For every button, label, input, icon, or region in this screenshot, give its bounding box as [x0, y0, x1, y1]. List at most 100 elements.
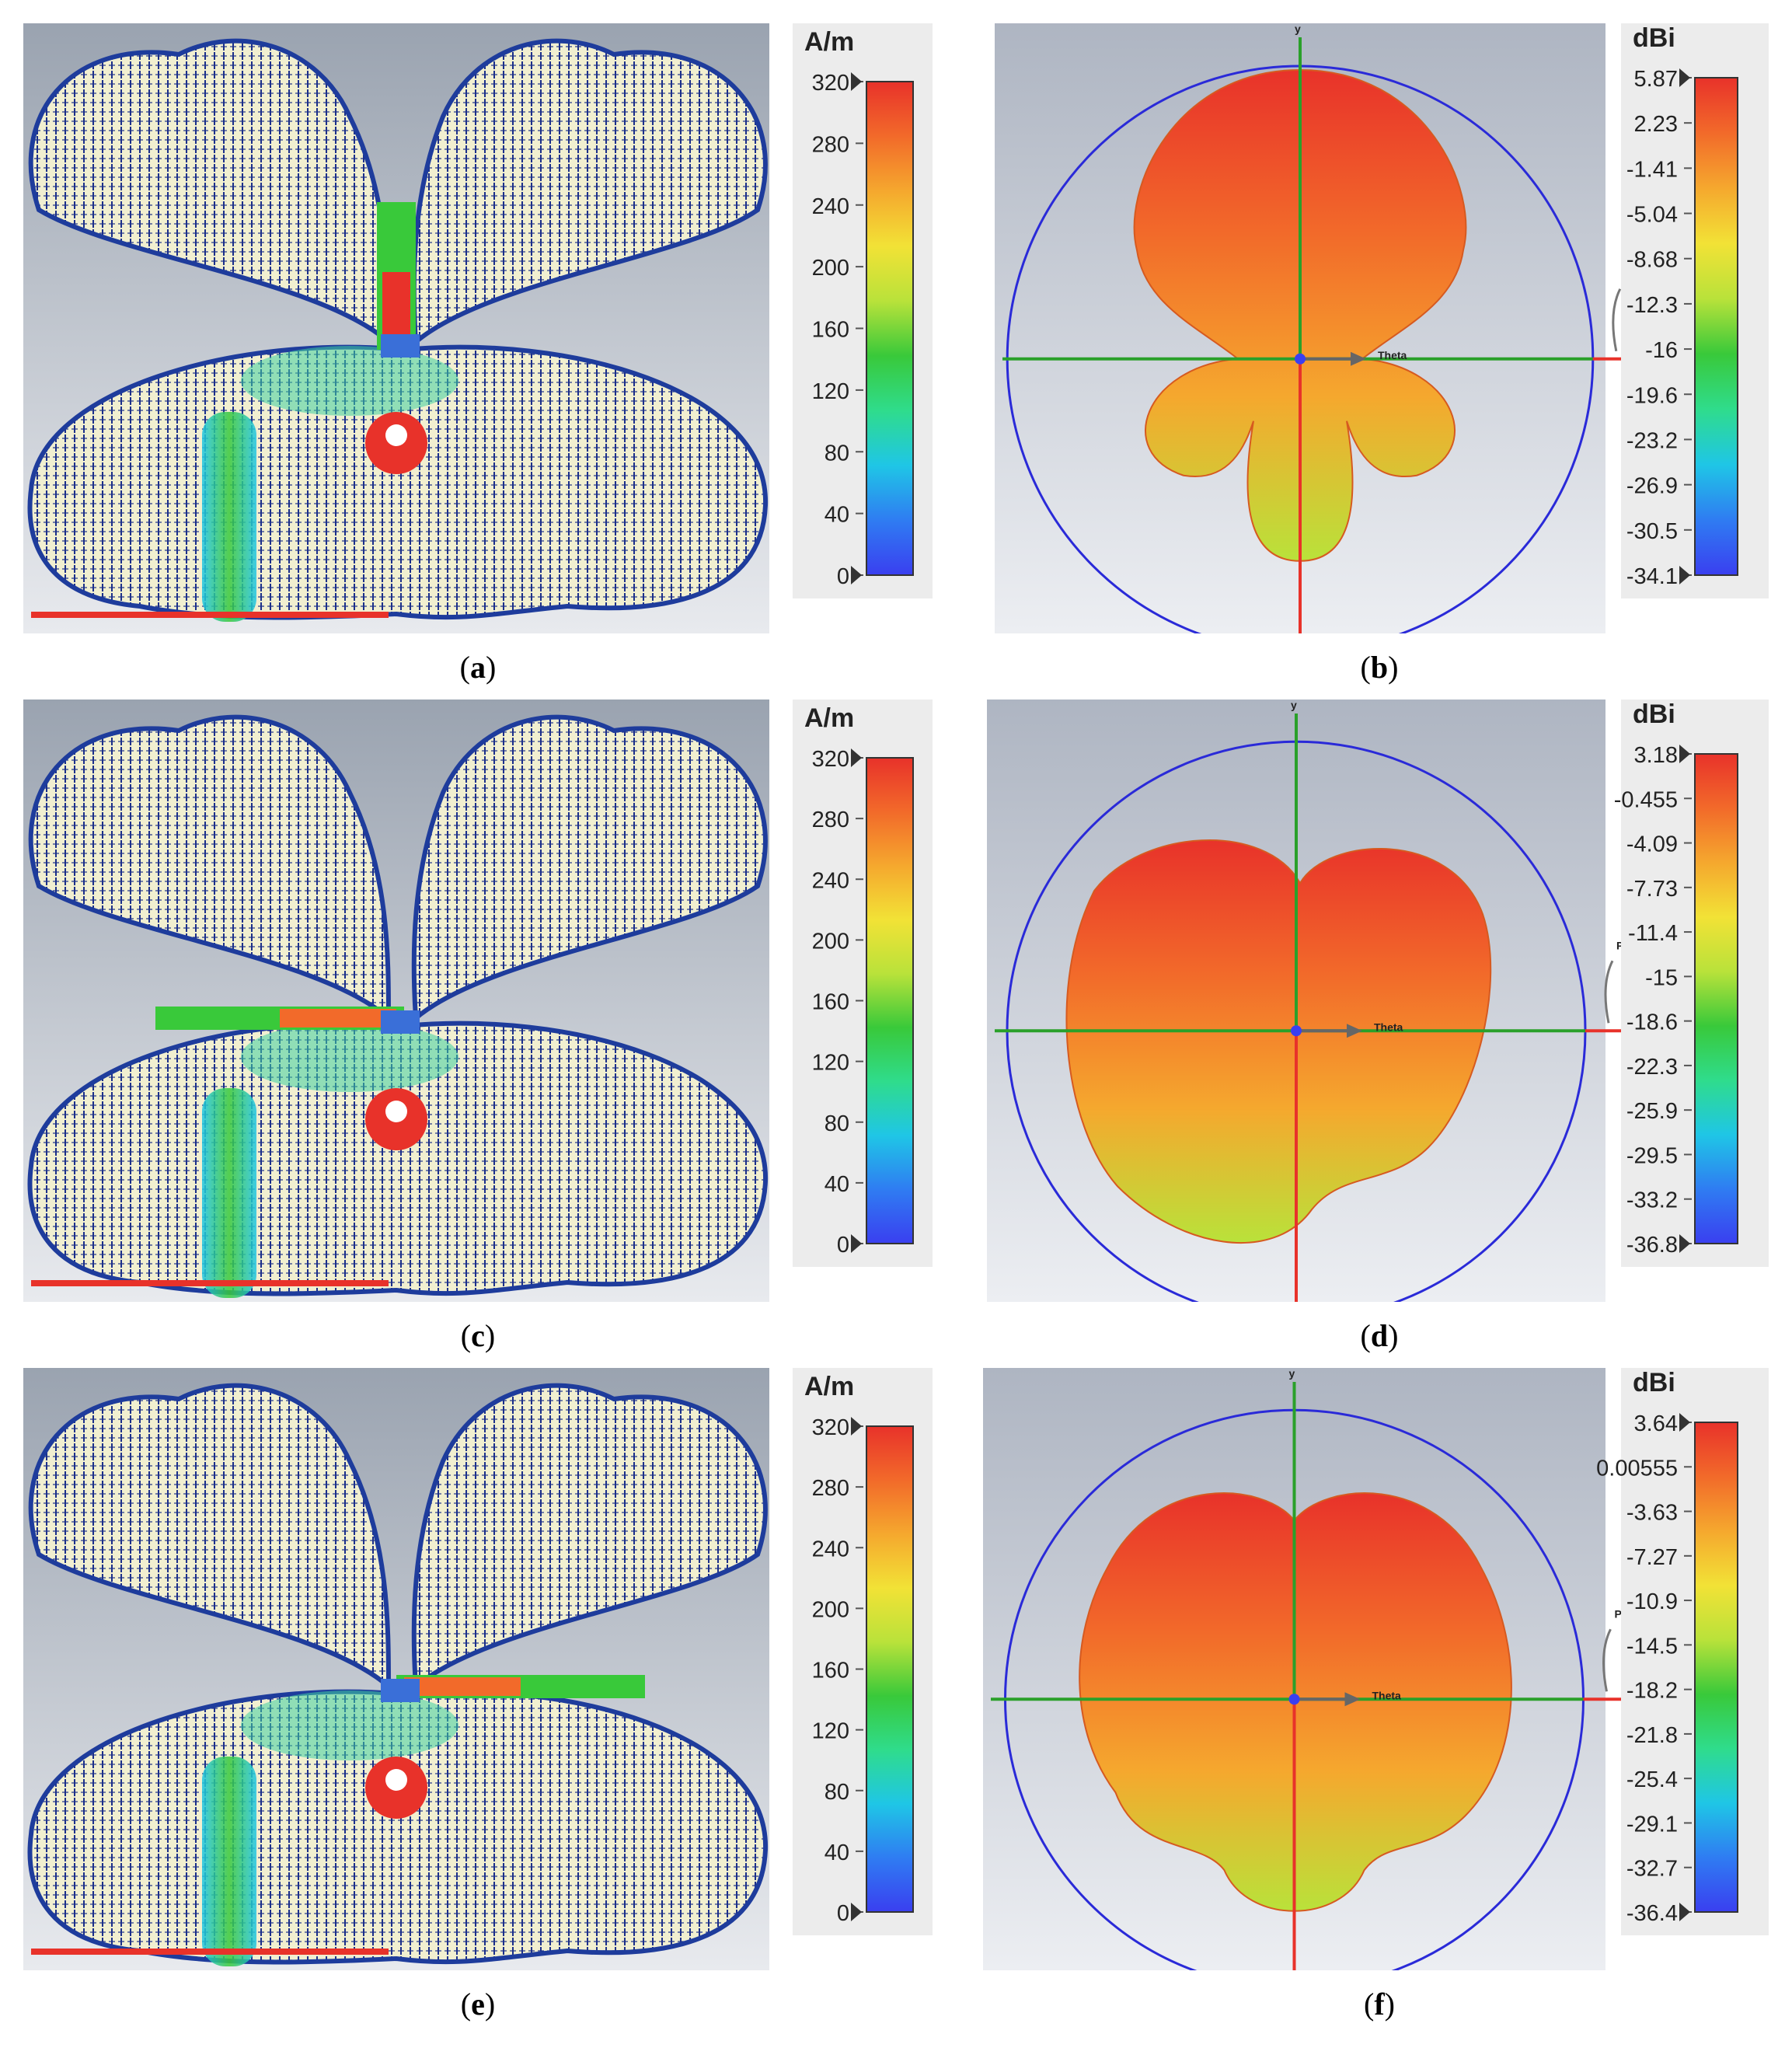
port-center	[385, 1769, 407, 1791]
scale-tick-label: 0	[837, 564, 849, 589]
panel-a-surface-current: A/m 320 280 240 200 160 120 80 40 0	[23, 23, 933, 633]
upper-right-petal	[411, 1383, 768, 1692]
upper-right-petal	[411, 38, 768, 347]
caption-f: (f)	[1364, 1987, 1395, 2022]
scale-tick-label: 40	[825, 503, 849, 528]
feed-hotspot	[404, 1677, 521, 1696]
origin-point	[1288, 1694, 1300, 1705]
scale-tick-label: 3.18	[1634, 743, 1678, 768]
surface-current-plot-c: A/m 320 280 240 200 160 120 80 40 0	[23, 700, 933, 1302]
upper-right-petal	[411, 714, 768, 1024]
scale-tick-label: -19.6	[1626, 383, 1678, 408]
scale-tick-label: 80	[825, 1780, 849, 1805]
scale-unit-label: A/m	[804, 703, 854, 733]
theta-label: Theta	[1378, 349, 1407, 361]
scale-tick-label: 5.87	[1634, 67, 1678, 92]
port-center	[385, 424, 407, 446]
scale-max-marker	[1679, 68, 1690, 87]
antenna-structure	[27, 1383, 769, 1966]
color-scale-bar	[1694, 753, 1738, 1244]
scale-tick-label: -14.5	[1626, 1634, 1678, 1659]
ground-line	[31, 1949, 389, 1955]
scale-tick-label: 160	[812, 318, 849, 343]
scale-tick-label: -16	[1645, 338, 1678, 363]
phi-arrow	[1602, 1628, 1612, 1692]
scale-tick-label: -26.9	[1626, 474, 1678, 499]
feed-hotspot	[382, 272, 410, 342]
upper-left-petal	[28, 714, 392, 1024]
scale-tick-label: -23.2	[1626, 428, 1678, 453]
scale-tick-label: -36.8	[1626, 1233, 1678, 1258]
current-strip	[202, 1757, 256, 1966]
scale-tick-label: 0	[837, 1901, 849, 1926]
scale-tick-label: -11.4	[1628, 921, 1678, 946]
scale-tick-label: -8.68	[1626, 248, 1678, 273]
scale-tick-label: 80	[825, 441, 849, 466]
scale-tick-label: -32.7	[1626, 1857, 1678, 1882]
scale-unit-label: dBi	[1633, 23, 1675, 53]
theta-label: Theta	[1374, 1021, 1403, 1033]
scale-tick-label: 200	[812, 256, 849, 281]
panel-b-radiation-pattern: yxThetaPhidBi5.872.23-1.41-5.04-8.68-12.…	[995, 23, 1769, 633]
caption-a: (a)	[459, 650, 497, 685]
antenna-structure	[27, 38, 769, 622]
scale-max-marker	[851, 1417, 862, 1436]
scale-max-marker	[1679, 1413, 1690, 1432]
scale-tick-label: -34.1	[1626, 564, 1678, 589]
scale-tick-label: -1.41	[1626, 157, 1678, 182]
scale-tick-label: 120	[812, 1051, 849, 1076]
scale-max-marker	[1679, 745, 1690, 763]
scale-tick-label: -29.1	[1626, 1812, 1678, 1837]
scale-tick-label: 240	[812, 1537, 849, 1561]
ground-line	[31, 612, 389, 618]
scale-unit-label: dBi	[1633, 1368, 1675, 1397]
scale-tick-label: 40	[825, 1840, 849, 1865]
scale-tick-label: 320	[812, 1415, 849, 1440]
scale-min-marker	[851, 1903, 862, 1921]
scale-tick-label: -30.5	[1626, 519, 1678, 544]
feed-connector	[381, 334, 420, 358]
scale-tick-label: 200	[812, 1597, 849, 1622]
y-axis-label: y	[1295, 23, 1301, 35]
scale-tick-label: 240	[812, 194, 849, 219]
scale-tick-label: -36.4	[1626, 1901, 1678, 1926]
scale-max-marker	[851, 72, 862, 91]
scale-tick-label: -25.4	[1626, 1767, 1678, 1792]
antenna-structure	[27, 714, 769, 1298]
feed-hotspot	[280, 1009, 396, 1028]
panel-c-surface-current: A/m 320 280 240 200 160 120 80 40 0	[23, 700, 933, 1302]
panel-f-radiation-pattern: yxThetaPhidBi3.640.00555-3.63-7.27-10.9-…	[983, 1368, 1769, 1970]
panel-e-surface-current: A/m 320 280 240 200 160 120 80 40 0	[23, 1368, 933, 1970]
scale-tick-label: -21.8	[1626, 1723, 1678, 1748]
color-scale-bar	[866, 1425, 914, 1913]
current-region	[241, 1690, 458, 1760]
scale-tick-label: -25.9	[1626, 1099, 1678, 1124]
radiation-pattern-surface	[1065, 839, 1492, 1244]
scale-unit-label: A/m	[804, 1372, 854, 1401]
scale-tick-label: -7.27	[1626, 1545, 1678, 1570]
scale-tick-label: -3.63	[1626, 1501, 1678, 1526]
scale-tick-label: 280	[812, 1476, 849, 1501]
scale-tick-label: -18.6	[1626, 1010, 1678, 1035]
scale-tick-label: -18.2	[1626, 1679, 1678, 1704]
scale-tick-label: 80	[825, 1111, 849, 1136]
scale-tick-label: 120	[812, 1719, 849, 1744]
scale-min-marker	[1679, 1903, 1690, 1921]
color-scale-bar	[866, 81, 914, 576]
scale-tick-label: 320	[812, 747, 849, 772]
caption-c: (c)	[460, 1318, 496, 1353]
radiation-pattern-plot-d: yxThetaPhidBi3.18-0.455-4.09-7.73-11.4-1…	[987, 700, 1769, 1302]
caption-d: (d)	[1360, 1318, 1399, 1353]
scale-tick-label: -4.09	[1626, 832, 1678, 857]
scale-tick-label: 3.64	[1634, 1411, 1678, 1436]
scale-tick-label: -12.3	[1626, 293, 1678, 318]
y-axis-label: y	[1291, 700, 1297, 711]
upper-left-petal	[28, 38, 392, 347]
surface-current-plot-e: A/m 320 280 240 200 160 120 80 40 0	[23, 1368, 933, 1970]
current-strip	[202, 1088, 256, 1298]
theta-label: Theta	[1372, 1689, 1402, 1701]
origin-point	[1295, 353, 1306, 365]
theta-arrowhead	[1344, 1692, 1361, 1707]
scale-unit-label: A/m	[804, 27, 854, 57]
scale-min-marker	[1679, 566, 1690, 584]
